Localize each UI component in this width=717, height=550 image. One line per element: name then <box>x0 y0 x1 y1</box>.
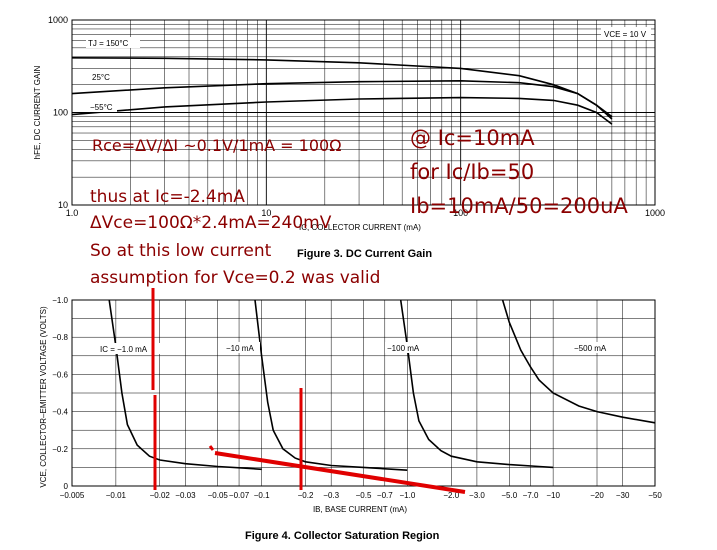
fig4-series-label-bg <box>224 342 260 353</box>
fig3-series-label-bg <box>88 101 117 112</box>
fig4-series-line <box>501 299 656 424</box>
fig4-series-label: −100 mA <box>387 344 420 353</box>
fig4-x-tick-label: −0.03 <box>175 491 196 500</box>
fig4-series-label: −500 mA <box>574 344 607 353</box>
red-markup-tick <box>208 445 215 451</box>
fig4-y-tick-label: 0 <box>64 482 69 491</box>
annotation-assumption: assumption for Vce=0.2 was valid <box>90 268 381 288</box>
fig3-x-axis-label: IC, COLLECTOR CURRENT (mA) <box>299 223 421 232</box>
fig4-x-tick-label: −10 <box>546 491 560 500</box>
fig3-series-label: −55°C <box>90 103 113 112</box>
fig4-x-tick-label: −30 <box>616 491 630 500</box>
fig4-y-axis-label: VCE, COLLECTOR–EMITTER VOLTAGE (VOLTS) <box>39 306 48 488</box>
fig4-y-tick-label: −0.8 <box>52 333 68 342</box>
fig3-x-tick-label: 10 <box>261 208 271 218</box>
fig4-x-tick-label: −0.02 <box>150 491 171 500</box>
fig4-series-line <box>254 299 408 471</box>
fig4-x-tick-label: −0.3 <box>323 491 339 500</box>
fig4-x-tick-label: −5.0 <box>501 491 517 500</box>
fig4-y-tick-label: −0.6 <box>52 370 68 379</box>
fig4-series-label-bg <box>385 342 426 353</box>
fig4-y-tick-label: −1.0 <box>52 296 68 305</box>
fig4-x-tick-label: −1.0 <box>399 491 415 500</box>
fig3-series-line <box>71 96 613 125</box>
red-markup-slope-line <box>214 451 466 494</box>
fig4-series-label-bg <box>572 342 613 353</box>
fig4-y-tick-label: −0.2 <box>52 445 68 454</box>
fig3-condition-label: VCE = 10 V <box>604 30 647 39</box>
annotation-for-ratio: for Ic/Ib=50 <box>410 160 535 184</box>
fig4-series-line <box>399 299 554 469</box>
fig4-x-tick-label: −0.2 <box>298 491 314 500</box>
fig3-series-line <box>71 79 613 120</box>
fig3-y-tick-label: 1000 <box>48 15 68 25</box>
annotation-so-low: So at this low current <box>90 241 272 261</box>
fig4-x-tick-label: −0.7 <box>377 491 393 500</box>
annotation-rce: Rce=ΔV/ΔI ~0.1V/1mA = 100Ω <box>92 136 342 155</box>
annotation-thus: thus at Ic=-2.4mA <box>90 187 245 207</box>
fig3-x-tick-label: 100 <box>453 208 468 218</box>
fig4-series-label: IC = −1.0 mA <box>100 345 148 354</box>
fig3-x-tick-label: 1.0 <box>66 208 79 218</box>
fig3-y-tick-label: 100 <box>53 108 68 118</box>
fig4-x-tick-label: −50 <box>648 491 662 500</box>
fig4-x-tick-label: −3.0 <box>469 491 485 500</box>
fig3-y-axis-label: hFE, DC CURRENT GAIN <box>33 65 42 159</box>
fig4-x-tick-label: −2.0 <box>443 491 459 500</box>
collector-saturation-chart: −0.005 −0.01 −0.02 −0.03 −0.05 −0.07 −0.1 −0.2−… <box>39 288 662 514</box>
fig3-series-label-bg <box>90 71 114 82</box>
figure-3-caption: Figure 3. DC Current Gain <box>297 248 433 260</box>
fig3-series-label: 25°C <box>92 73 110 82</box>
fig4-x-tick-label: −0.1 <box>254 491 270 500</box>
annotation-ib-value: Ib=10mA/50=200uA <box>410 194 628 218</box>
fig4-x-tick-label: −0.05 <box>208 491 229 500</box>
fig3-y-tick-label: 10 <box>58 200 68 210</box>
annotation-dvce: ΔVce=100Ω*2.4mA=240mV <box>90 213 332 233</box>
fig3-series-label-bg <box>86 37 140 48</box>
fig4-x-tick-label: −0.5 <box>356 491 372 500</box>
fig4-x-tick-label: −0.005 <box>60 491 85 500</box>
fig4-y-tick-label: −0.4 <box>52 408 68 417</box>
fig4-series-label: −10 mA <box>226 344 254 353</box>
fig4-series-label-bg <box>98 343 164 354</box>
fig4-x-tick-label: −7.0 <box>523 491 539 500</box>
fig4-x-tick-label: −20 <box>590 491 604 500</box>
fig4-x-tick-label: −0.01 <box>106 491 127 500</box>
fig4-x-tick-label: −0.07 <box>229 491 250 500</box>
fig3-series-label: TJ = 150°C <box>88 39 129 48</box>
fig4-series-line <box>108 299 262 471</box>
fig3-condition-box <box>601 27 651 40</box>
annotation-at-ic: @ Ic=10mA <box>410 126 535 150</box>
fig4-x-axis-label: IB, BASE CURRENT (mA) <box>313 505 407 514</box>
fig3-x-tick-label: 1000 <box>645 208 665 218</box>
figure-4-caption: Figure 4. Collector Saturation Region <box>245 530 440 542</box>
